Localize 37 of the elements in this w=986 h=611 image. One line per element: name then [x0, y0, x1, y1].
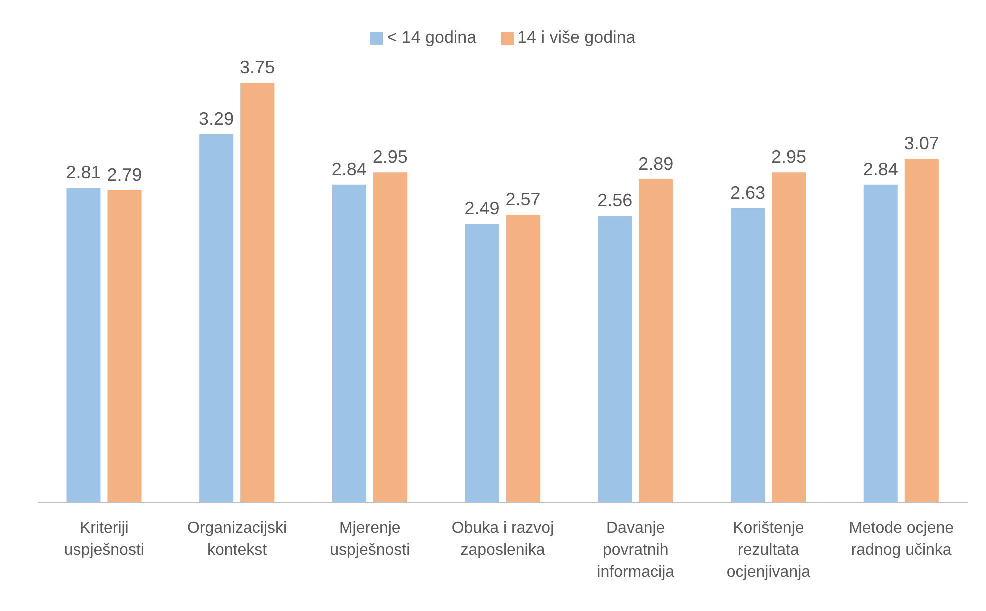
data-label: 2.57 [506, 190, 541, 210]
data-label: 2.95 [372, 147, 408, 168]
x-tick-label: Metode ocjene radnog učinka [849, 520, 954, 559]
data-label: 3.75 [240, 58, 276, 78]
legend-label: 14 i više godina [518, 28, 636, 48]
bar [108, 190, 142, 503]
data-label: 2.89 [638, 154, 674, 174]
data-label: 2.84 [332, 159, 367, 180]
data-label: 2.81 [66, 162, 102, 183]
data-label: 2.49 [464, 198, 500, 219]
bar [200, 134, 234, 503]
bar [639, 179, 674, 503]
bar [904, 159, 939, 503]
bar [465, 224, 500, 503]
bar [373, 172, 408, 503]
data-label: 2.56 [598, 190, 633, 211]
x-tick-label: Korištenje rezultata ocjenjivanja [726, 520, 811, 581]
bar [864, 184, 898, 503]
x-tick-label: Davanje povratnih informacija [597, 520, 675, 581]
x-tick-label: Obuka i razvoj zaposlenika [452, 520, 554, 559]
bar [506, 215, 540, 503]
x-tick-label: Kriteriji uspješnosti [64, 520, 144, 559]
data-label: 3.29 [199, 109, 234, 130]
x-tick-label: Mjerenje uspješnosti [330, 520, 410, 559]
bar [731, 208, 766, 503]
x-tick-label: Organizacijski kontekst [187, 520, 288, 559]
data-label: 2.63 [730, 182, 766, 203]
data-label: 3.07 [904, 134, 940, 154]
bar [772, 172, 806, 503]
data-label: 2.84 [863, 159, 898, 180]
bar [240, 83, 275, 503]
bar [598, 216, 632, 503]
data-label: 2.95 [771, 147, 807, 168]
bar [332, 184, 366, 503]
bar [66, 188, 101, 503]
data-label: 2.79 [107, 164, 142, 185]
legend-label: < 14 godina [387, 28, 477, 48]
